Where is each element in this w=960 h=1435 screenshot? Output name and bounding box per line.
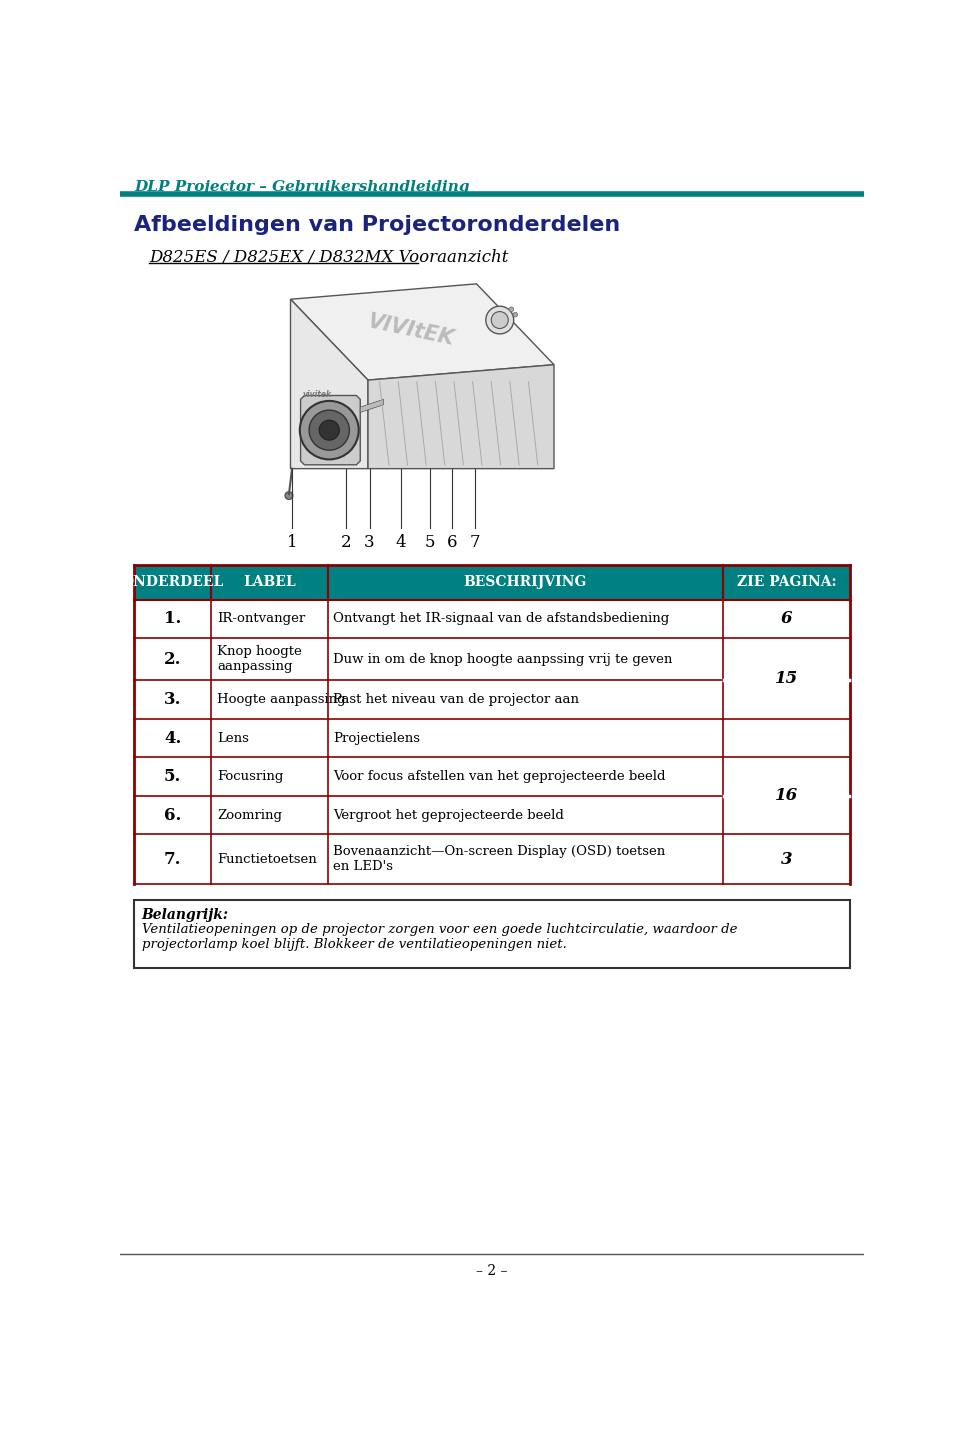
Text: Ventilatieopeningen op de projector zorgen voor een goede luchtcirculatie, waard: Ventilatieopeningen op de projector zorg… xyxy=(142,923,737,951)
Text: Ontvangt het IR-signaal van de afstandsbediening: Ontvangt het IR-signaal van de afstandsb… xyxy=(333,613,669,626)
Text: vivitek: vivitek xyxy=(302,390,331,399)
Text: 1: 1 xyxy=(287,534,298,551)
Text: Hoogte aanpassing: Hoogte aanpassing xyxy=(217,693,346,706)
Text: 5.: 5. xyxy=(164,768,181,785)
Text: Past het niveau van de projector aan: Past het niveau van de projector aan xyxy=(333,693,579,706)
Text: 5: 5 xyxy=(424,534,435,551)
Text: 2.: 2. xyxy=(164,650,181,667)
Text: Bovenaanzicht—On-screen Display (OSD) toetsen
en LED's: Bovenaanzicht—On-screen Display (OSD) to… xyxy=(333,845,665,874)
Bar xyxy=(134,565,850,600)
Polygon shape xyxy=(368,364,554,469)
Text: IR-ontvanger: IR-ontvanger xyxy=(217,613,305,626)
Text: Duw in om de knop hoogte aanpssing vrij te geven: Duw in om de knop hoogte aanpssing vrij … xyxy=(333,653,673,666)
Text: 3: 3 xyxy=(780,851,792,868)
Text: 2: 2 xyxy=(341,534,351,551)
Circle shape xyxy=(309,410,349,451)
Text: BESCHRIJVING: BESCHRIJVING xyxy=(464,575,587,588)
Text: DLP Projector – Gebruikershandleiding: DLP Projector – Gebruikershandleiding xyxy=(134,179,469,194)
Text: Belangrijk:: Belangrijk: xyxy=(142,907,228,921)
Text: Projectielens: Projectielens xyxy=(333,732,420,745)
Polygon shape xyxy=(300,396,360,465)
Text: Focusring: Focusring xyxy=(217,771,283,784)
Polygon shape xyxy=(360,399,383,412)
Text: 3: 3 xyxy=(364,534,374,551)
Text: VIVItEK: VIVItEK xyxy=(366,311,456,349)
Text: 6: 6 xyxy=(446,534,457,551)
Text: LABEL: LABEL xyxy=(243,575,296,588)
Text: – 2 –: – 2 – xyxy=(476,1264,508,1279)
Bar xyxy=(134,900,850,967)
Text: 4: 4 xyxy=(396,534,406,551)
Text: Vergroot het geprojecteerde beeld: Vergroot het geprojecteerde beeld xyxy=(333,809,564,822)
Text: 15: 15 xyxy=(775,670,798,687)
Circle shape xyxy=(509,307,514,311)
Text: 6.: 6. xyxy=(164,806,181,824)
Text: ONDERDEEL: ONDERDEEL xyxy=(122,575,224,588)
Text: 1.: 1. xyxy=(164,610,181,627)
Text: 6: 6 xyxy=(780,610,792,627)
Circle shape xyxy=(492,311,508,329)
Text: ZIE PAGINA:: ZIE PAGINA: xyxy=(737,575,837,588)
Text: 7: 7 xyxy=(469,534,480,551)
Circle shape xyxy=(486,306,514,334)
Text: 4.: 4. xyxy=(164,729,181,746)
Circle shape xyxy=(319,420,339,441)
Text: Afbeeldingen van Projectoronderdelen: Afbeeldingen van Projectoronderdelen xyxy=(134,215,620,234)
Text: D825ES / D825EX / D832MX Vooraanzicht: D825ES / D825EX / D832MX Vooraanzicht xyxy=(150,250,509,267)
Text: 7.: 7. xyxy=(164,851,181,868)
Polygon shape xyxy=(291,284,554,380)
Text: 16: 16 xyxy=(775,788,798,805)
Text: Functietoetsen: Functietoetsen xyxy=(217,852,317,865)
Text: Knop hoogte
aanpassing: Knop hoogte aanpassing xyxy=(217,646,301,673)
Text: 3.: 3. xyxy=(164,692,181,707)
Circle shape xyxy=(300,400,359,459)
Polygon shape xyxy=(291,300,368,469)
Text: Zoomring: Zoomring xyxy=(217,809,282,822)
Text: Voor focus afstellen van het geprojecteerde beeld: Voor focus afstellen van het geprojectee… xyxy=(333,771,665,784)
Circle shape xyxy=(285,492,293,499)
Text: Lens: Lens xyxy=(217,732,249,745)
Circle shape xyxy=(513,313,517,317)
